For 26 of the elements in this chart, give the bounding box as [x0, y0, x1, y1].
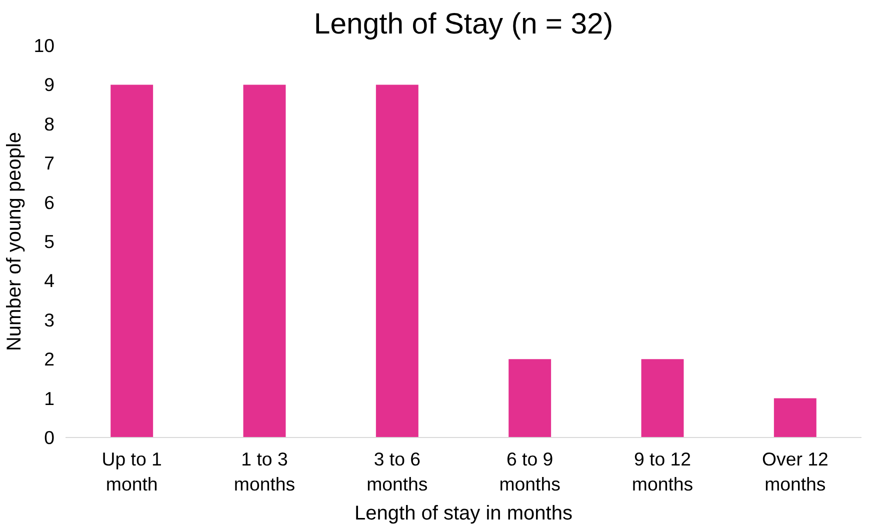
x-axis-title: Length of stay in months — [354, 502, 572, 525]
y-tick-label: 4 — [44, 270, 55, 292]
x-tick-label: 1 to 3 months — [234, 448, 296, 495]
y-tick-label: 3 — [44, 309, 55, 330]
x-tick-label: Up to 1 month — [102, 448, 162, 495]
bar — [376, 84, 418, 438]
x-tick-label: 6 to 9 months — [499, 448, 560, 495]
y-tick-label: 1 — [44, 388, 55, 409]
bar — [508, 359, 552, 438]
y-tick-label: 5 — [44, 231, 55, 252]
bar — [243, 84, 286, 438]
bar — [641, 359, 684, 438]
x-tick-label: 9 to 12 months — [632, 448, 694, 495]
y-tick-label: 7 — [44, 152, 55, 174]
y-tick-label: 10 — [34, 35, 55, 56]
x-tick-label: 3 to 6 months — [366, 448, 428, 495]
chart-title: Length of Stay (n = 32) — [314, 8, 614, 40]
bar — [110, 84, 154, 438]
y-axis-title: Number of young people — [4, 132, 26, 352]
y-tick-label: 8 — [44, 113, 55, 134]
bar — [774, 398, 816, 438]
y-tick-label: 6 — [44, 192, 55, 213]
y-tick-label: 9 — [44, 74, 55, 96]
x-tick-label: Over 12 months — [762, 448, 828, 495]
y-tick-label: 2 — [44, 348, 55, 370]
y-tick-label: 0 — [44, 427, 55, 448]
